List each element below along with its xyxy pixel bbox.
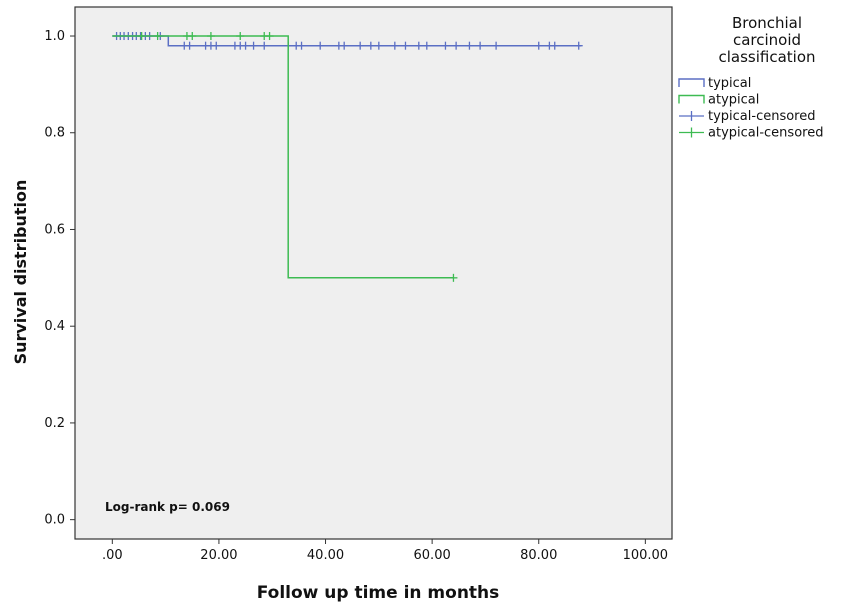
legend-label: atypical [708,93,759,108]
legend-item-typical-censored: typical-censored [679,109,816,124]
censor-mark-atypical [153,32,162,41]
censor-mark-atypical [265,32,274,41]
censor-mark-atypical [188,32,197,41]
censor-mark-typical [356,41,365,50]
y-axis-title: Survival distribution [11,180,30,365]
y-tick-label: 0.0 [44,513,65,528]
legend-step-symbol [678,78,705,87]
censor-mark-typical [390,41,399,50]
censor-mark-typical [249,41,258,50]
censor-mark-typical [212,41,221,50]
censor-mark-atypical [449,273,458,282]
legend-title-line: Bronchial [732,14,802,32]
x-tick-label: 60.00 [414,548,451,563]
censor-mark-typical [374,41,383,50]
censor-mark-typical [465,41,474,50]
censor-mark-typical [340,41,349,50]
x-tick-label: 80.00 [520,548,557,563]
censor-mark-typical [414,41,423,50]
legend-label: typical-censored [708,109,816,124]
y-axis: 0.0 0.2 0.4 0.6 0.8 1.0 [44,29,75,528]
censor-mark-typical [550,41,559,50]
censor-mark-typical [297,41,306,50]
censor-mark-typical [366,41,375,50]
censor-mark-atypical [206,32,215,41]
x-tick-label: .00 [102,548,123,563]
x-tick-label: 20.00 [200,548,237,563]
annotation-logrank: Log-rank p= 0.069 [105,500,230,514]
y-tick-label: 0.8 [44,126,65,141]
legend-item-atypical-censored: atypical-censored [679,126,823,141]
censor-mark-typical [534,41,543,50]
legend-item-atypical: atypical [678,93,759,108]
series-layer [112,32,583,282]
legend-label: typical [708,76,751,91]
legend-step-symbol [678,94,705,104]
censor-mark-typical [422,41,431,50]
x-tick-label: 100.00 [623,548,669,563]
y-tick-label: 0.6 [44,222,65,237]
censor-mark-typical [316,41,325,50]
x-tick-label: 40.00 [307,548,344,563]
x-axis: .00 20.00 40.00 60.00 80.00 100.00 [102,539,668,563]
censor-mark-typical [241,41,250,50]
x-axis-title: Follow up time in months [257,583,500,603]
censor-mark-typical [452,41,461,50]
y-tick-label: 0.4 [44,319,65,334]
censor-mark-typical [260,41,269,50]
censor-mark-typical [185,41,194,50]
censor-mark-atypical [137,32,146,41]
censor-mark-typical [441,41,450,50]
censor-mark-typical [401,41,410,50]
plot-area [74,6,673,540]
legend-title-line: carcinoid [733,31,801,49]
censor-mark-typical [574,41,583,50]
legend-title-line: classification [718,48,815,66]
series-line-atypical [112,35,454,279]
censor-mark-atypical [236,32,245,41]
y-tick-label: 0.2 [44,416,65,431]
legend-label: atypical-censored [708,126,823,141]
censor-mark-typical [476,41,485,50]
y-tick-label: 1.0 [44,29,65,44]
legend-item-typical: typical [678,76,751,91]
censor-mark-typical [492,41,501,50]
